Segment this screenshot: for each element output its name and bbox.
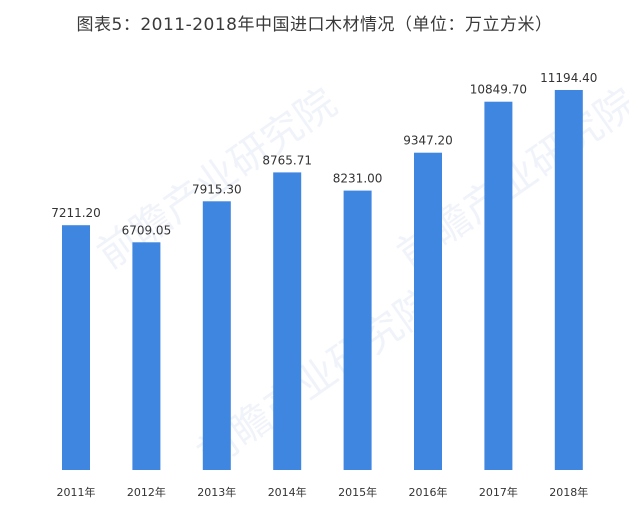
x-tick-label: 2018年 — [549, 485, 588, 499]
value-labels-group: 7211.20 6709.05 7915.30 8765.71 8231.00 9347.… — [51, 71, 597, 237]
x-tick-label: 2011年 — [57, 485, 96, 499]
x-axis-tick-labels: 2011年 2012年 2013年 2014年 2015年 2016年 2017年 2018年 — [57, 485, 589, 499]
x-tick-label: 2013年 — [197, 485, 236, 499]
bar-2018年 — [554, 90, 583, 470]
x-tick-label: 2017年 — [479, 485, 518, 499]
bar-2011年 — [62, 225, 90, 470]
data-label-2017年: 10849.70 — [470, 83, 527, 97]
bar-2012年 — [132, 242, 161, 470]
bar-2014年 — [273, 172, 302, 470]
bar-2017年 — [484, 101, 513, 470]
bar-2015年 — [343, 190, 372, 470]
x-tick-label: 2014年 — [268, 485, 307, 499]
x-tick-label: 2016年 — [409, 485, 448, 499]
x-tick-label: 2015年 — [338, 485, 377, 499]
data-label-2016年: 9347.20 — [403, 134, 453, 148]
data-label-2011年: 7211.20 — [51, 206, 101, 220]
bar-2016年 — [414, 152, 442, 470]
data-label-2014年: 8765.71 — [262, 153, 312, 167]
bars-group — [62, 90, 583, 471]
data-label-2018年: 11194.40 — [540, 71, 597, 85]
x-tick-label: 2012年 — [127, 485, 166, 499]
bar-2013年 — [202, 201, 231, 471]
data-label-2013年: 7915.30 — [192, 182, 242, 196]
chart-title: 图表5：2011-2018年中国进口木材情况（单位：万立方米） — [76, 15, 553, 35]
data-label-2012年: 6709.05 — [122, 223, 172, 237]
data-label-2015年: 8231.00 — [333, 172, 383, 186]
